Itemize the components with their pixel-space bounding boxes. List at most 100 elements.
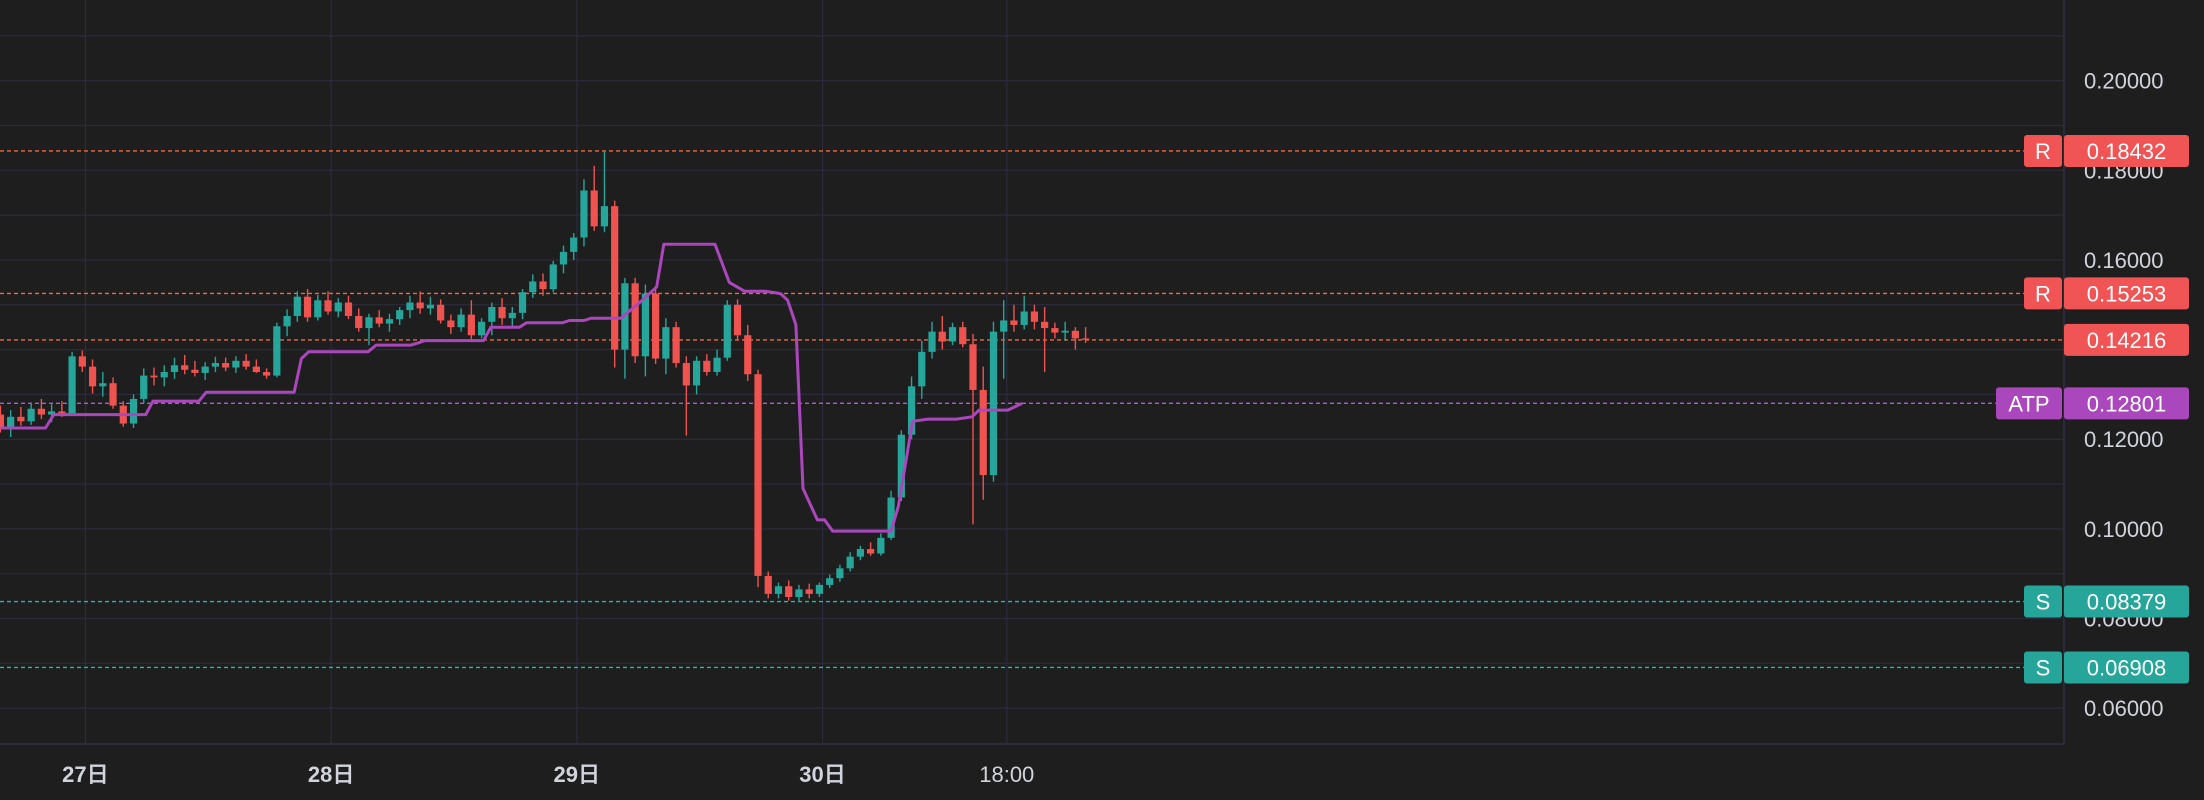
candle xyxy=(242,354,250,370)
candle-body xyxy=(242,360,250,367)
candle xyxy=(191,360,199,377)
candle-body xyxy=(37,408,45,415)
candle-body xyxy=(611,206,619,350)
candle-body xyxy=(733,304,742,336)
candle xyxy=(1020,295,1028,330)
candle xyxy=(344,295,353,320)
candle xyxy=(662,318,670,375)
candle xyxy=(692,356,701,395)
time-axis[interactable]: 27日 28日 29日 30日 18:00 xyxy=(62,762,1034,787)
candle-body xyxy=(1082,338,1090,340)
candle-body xyxy=(0,414,5,429)
level-value-label: 0.06908 xyxy=(2087,655,2167,680)
atp-line xyxy=(0,242,1023,533)
y-tick-label: 0.12000 xyxy=(2084,427,2164,452)
candle xyxy=(7,410,15,437)
candle-body xyxy=(826,578,834,585)
x-tick-label: 28日 xyxy=(308,762,354,787)
candle xyxy=(293,291,301,322)
candle xyxy=(170,357,179,379)
candle-body xyxy=(785,586,793,597)
candle xyxy=(836,564,844,582)
candle xyxy=(959,321,967,348)
candle xyxy=(1051,322,1059,339)
level-badge: 0.15253 R xyxy=(2024,277,2189,310)
candle xyxy=(795,584,803,602)
candle-body xyxy=(1061,330,1069,333)
candle-body xyxy=(928,331,936,352)
level-tag-box xyxy=(1996,387,2062,420)
candle xyxy=(1041,307,1049,372)
candle-body xyxy=(938,331,946,342)
candle xyxy=(426,296,435,315)
candle-body xyxy=(948,327,957,342)
candle-body xyxy=(406,302,414,311)
candle-body xyxy=(68,356,76,414)
level-value-box xyxy=(2064,277,2189,310)
candle-body xyxy=(590,190,598,227)
candle xyxy=(856,545,864,561)
candle xyxy=(867,542,875,556)
candle xyxy=(713,349,721,376)
candle xyxy=(477,318,486,339)
candle xyxy=(273,322,281,378)
level-tag-box xyxy=(2024,134,2062,167)
candle-body xyxy=(600,206,609,227)
candle-body xyxy=(58,411,66,414)
level-tag-label: R xyxy=(2035,281,2051,306)
candle-body xyxy=(232,360,240,368)
candle-body xyxy=(764,575,772,594)
candle xyxy=(99,372,107,397)
candle xyxy=(232,356,240,373)
candle xyxy=(918,340,926,399)
candle-body xyxy=(488,307,496,322)
level-value-label: 0.15253 xyxy=(2087,281,2167,306)
candle-body xyxy=(99,383,107,387)
level-value-label: 0.14216 xyxy=(2087,328,2167,353)
candle xyxy=(1030,304,1039,330)
candle xyxy=(437,299,445,324)
candle-body xyxy=(375,317,383,324)
candle-body xyxy=(508,312,516,319)
candle-body xyxy=(1041,321,1049,329)
candle-body xyxy=(1030,311,1039,322)
candle-body xyxy=(539,281,547,290)
level-badge: 0.14216 xyxy=(2064,323,2189,356)
candle-body xyxy=(979,389,987,476)
candle-body xyxy=(201,366,209,373)
y-tick-label: 0.10000 xyxy=(2084,517,2164,542)
candle-body xyxy=(48,411,56,415)
candle xyxy=(385,313,394,332)
candle-body xyxy=(1020,311,1028,325)
candle-body xyxy=(1071,330,1079,339)
candle-body xyxy=(672,327,680,364)
candle xyxy=(1000,300,1008,379)
level-value-box xyxy=(2064,323,2189,356)
candle xyxy=(826,574,834,589)
candle xyxy=(375,310,383,328)
candle xyxy=(140,368,148,404)
candle-body xyxy=(580,190,588,238)
level-value-label: 0.08379 xyxy=(2087,590,2167,615)
candle xyxy=(805,583,813,599)
candle xyxy=(641,284,649,377)
candle-body xyxy=(293,296,301,316)
candle xyxy=(846,552,854,572)
candle xyxy=(600,151,609,233)
y-tick-label: 0.06000 xyxy=(2084,696,2164,721)
candle xyxy=(774,582,783,599)
level-lines xyxy=(0,150,2064,669)
candle xyxy=(324,291,332,315)
candle xyxy=(396,307,404,325)
candle-body xyxy=(631,283,639,357)
candle-body xyxy=(283,315,291,327)
candle xyxy=(754,369,762,588)
candle xyxy=(785,580,793,601)
candle xyxy=(1061,321,1069,341)
candle xyxy=(498,298,506,325)
candle xyxy=(447,314,455,334)
candle xyxy=(539,273,547,296)
candle-body xyxy=(652,293,660,359)
candle xyxy=(703,354,711,376)
